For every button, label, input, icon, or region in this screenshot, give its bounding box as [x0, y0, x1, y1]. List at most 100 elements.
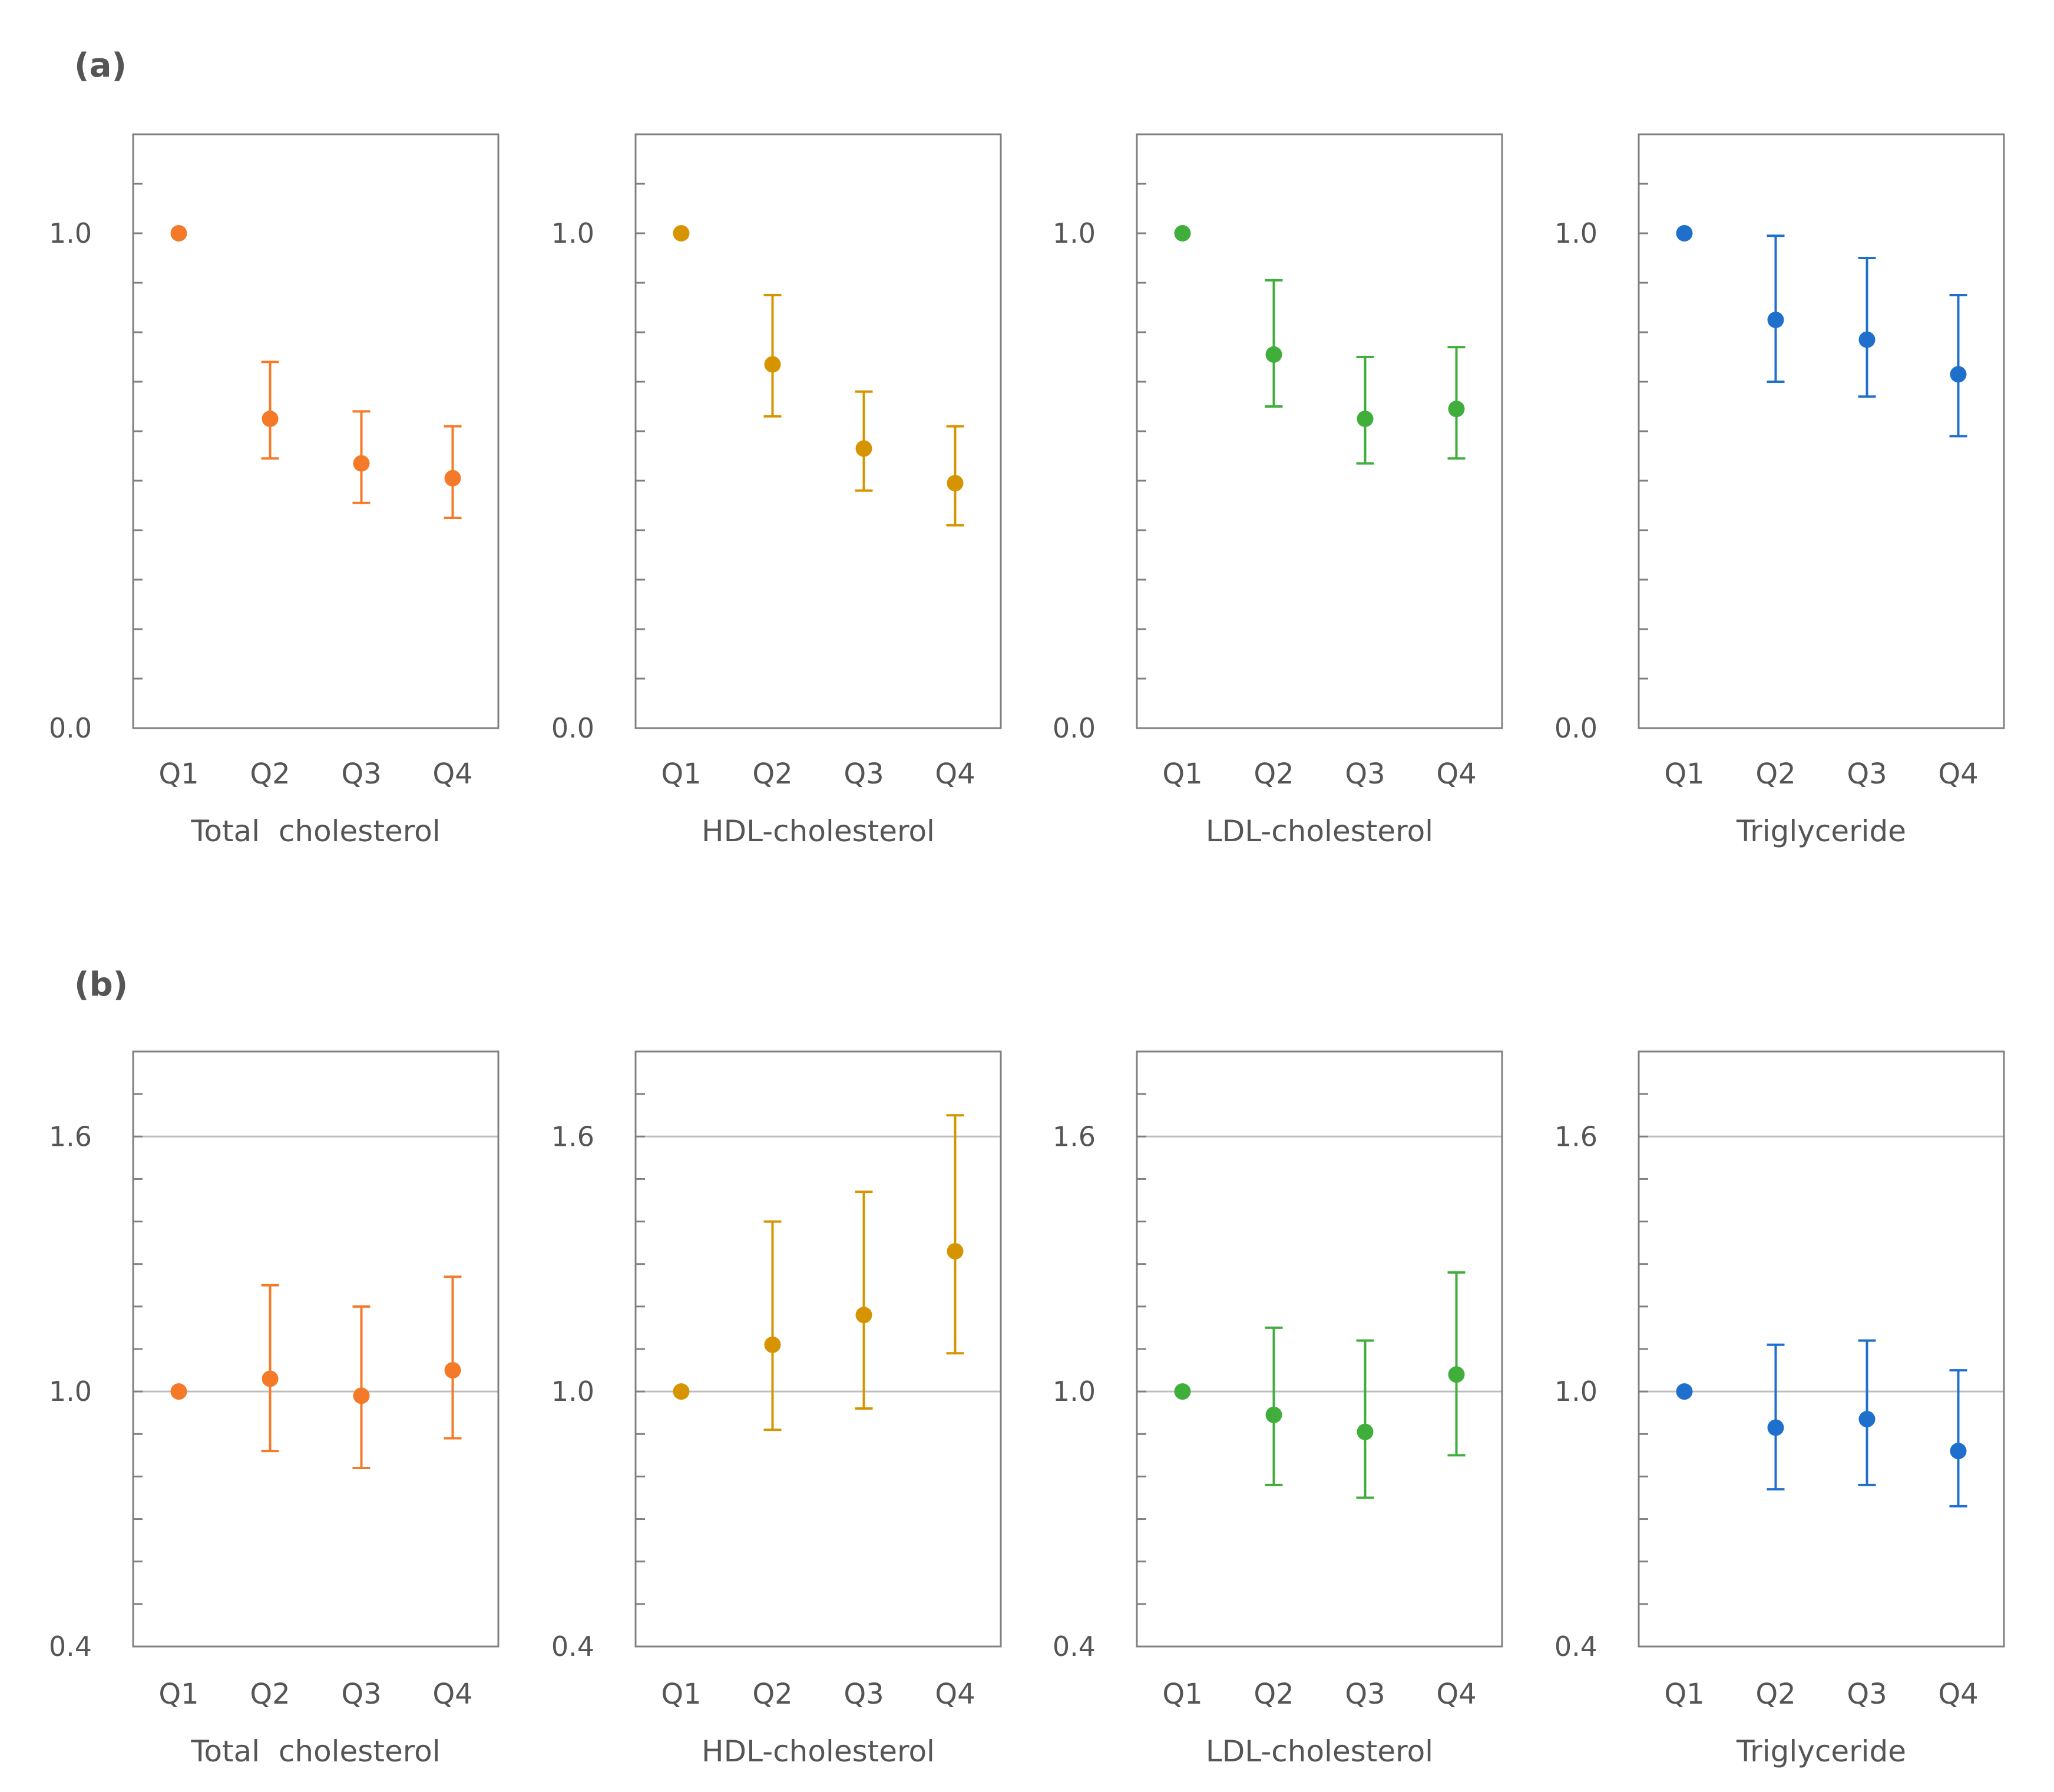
y-tick-label: 0.0 — [1053, 712, 1096, 744]
x-tick-label: Q1 — [1162, 758, 1202, 791]
y-tick-label: 1.0 — [551, 1376, 594, 1407]
y-tick-label: 0.4 — [49, 1631, 92, 1662]
x-tick-label: Q4 — [432, 1678, 472, 1711]
y-tick-label: 0.0 — [1554, 712, 1597, 744]
plot-frame — [132, 1050, 500, 1648]
x-tick-label: Q4 — [1938, 758, 1978, 791]
plot-frame — [1136, 133, 1503, 729]
data-point — [1950, 1443, 1967, 1460]
subplot-title: Triglyceride — [1736, 1734, 1906, 1768]
panel-label: (a) — [74, 47, 127, 85]
subplot-title: Triglyceride — [1736, 814, 1906, 848]
x-tick-label: Q2 — [250, 758, 290, 791]
data-point — [1676, 1383, 1693, 1400]
x-tick-label: Q3 — [1345, 758, 1385, 791]
data-point — [1448, 401, 1465, 418]
data-point — [855, 440, 872, 457]
subplot-total-cholesterol: 0.4 1.0 1.6 Q1 Q2 Q3 Q4 Total cholesterol — [49, 1050, 500, 1768]
y-tick-label: 1.0 — [1053, 1376, 1096, 1407]
x-tick-label: Q1 — [661, 758, 701, 791]
data-point — [1174, 225, 1191, 242]
x-tick-label: Q4 — [1436, 1678, 1476, 1711]
panel-a: (a) 0.0 1.0 Q1 Q2 Q3 Q4 Total cholesterol 0.0 1.0… — [49, 47, 2005, 848]
data-point — [1448, 1366, 1465, 1383]
x-tick-label: Q1 — [158, 758, 199, 791]
x-tick-label: Q2 — [1253, 758, 1294, 791]
plot-frame — [634, 1050, 1002, 1648]
plot-frame — [1638, 133, 2005, 729]
data-point — [1357, 1423, 1374, 1440]
data-point — [444, 470, 461, 487]
y-tick-label: 1.6 — [551, 1120, 594, 1152]
x-tick-label: Q1 — [661, 1678, 701, 1711]
x-tick-label: Q4 — [432, 758, 472, 791]
y-tick-label: 0.4 — [1053, 1631, 1096, 1662]
y-tick-label: 1.0 — [1554, 217, 1597, 249]
y-tick-label: 0.0 — [49, 712, 92, 744]
x-tick-label: Q4 — [935, 1678, 975, 1711]
x-tick-label: Q3 — [1847, 1678, 1887, 1711]
data-point — [1357, 411, 1374, 427]
y-tick-label: 1.0 — [49, 1376, 92, 1407]
subplot-title: LDL-cholesterol — [1206, 1734, 1433, 1768]
plot-frame — [132, 133, 500, 729]
x-tick-label: Q3 — [1847, 758, 1887, 791]
panel-b: (b) 0.4 1.0 1.6 Q1 Q2 Q3 Q4 Total cholesterol 0.4… — [49, 966, 2005, 1768]
x-tick-label: Q2 — [752, 1678, 792, 1711]
data-point — [1950, 366, 1967, 383]
x-tick-label: Q2 — [1253, 1678, 1294, 1711]
data-point — [170, 1383, 187, 1400]
data-point — [1767, 312, 1784, 328]
x-tick-label: Q4 — [935, 758, 975, 791]
x-tick-label: Q3 — [844, 1678, 884, 1711]
subplot-title: HDL-cholesterol — [702, 1734, 935, 1768]
x-tick-label: Q2 — [1755, 1678, 1795, 1711]
y-tick-label: 0.4 — [551, 1631, 594, 1662]
data-point — [1265, 346, 1282, 363]
plot-frame — [1638, 1050, 2005, 1648]
x-tick-label: Q2 — [1755, 758, 1795, 791]
data-point — [673, 1383, 690, 1400]
data-point — [1858, 1411, 1876, 1428]
data-point — [764, 356, 781, 373]
data-point — [353, 455, 370, 472]
y-tick-label: 1.6 — [1554, 1120, 1597, 1152]
y-tick-label: 1.6 — [49, 1120, 92, 1152]
subplot-title: Total cholesterol — [190, 1734, 440, 1768]
y-tick-label: 0.4 — [1554, 1631, 1597, 1662]
x-tick-label: Q3 — [1345, 1678, 1385, 1711]
data-point — [764, 1336, 781, 1353]
x-tick-label: Q1 — [158, 1678, 199, 1711]
y-tick-label: 1.0 — [551, 217, 594, 249]
plot-frame — [1136, 1050, 1503, 1648]
x-tick-label: Q4 — [1938, 1678, 1978, 1711]
y-tick-label: 1.0 — [1053, 217, 1096, 249]
y-tick-label: 0.0 — [551, 712, 594, 744]
subplot-triglyceride: 0.0 1.0 Q1 Q2 Q3 Q4 Triglyceride — [1554, 133, 2005, 848]
subplot-title: Total cholesterol — [190, 814, 440, 848]
subplot-triglyceride: 0.4 1.0 1.6 Q1 Q2 Q3 Q4 Triglyceride — [1554, 1050, 2005, 1768]
x-tick-label: Q1 — [1664, 758, 1704, 791]
data-point — [444, 1362, 461, 1379]
data-point — [1174, 1383, 1191, 1400]
data-point — [947, 1243, 964, 1260]
plot-frame — [634, 133, 1002, 729]
data-point — [947, 475, 964, 492]
data-point — [1858, 331, 1876, 348]
panel-label: (b) — [74, 966, 128, 1004]
subplot-title: HDL-cholesterol — [702, 814, 935, 848]
x-tick-label: Q3 — [341, 758, 381, 791]
y-tick-label: 1.6 — [1053, 1120, 1096, 1152]
x-tick-label: Q1 — [1664, 1678, 1704, 1711]
data-point — [170, 225, 187, 242]
data-point — [855, 1307, 872, 1324]
x-tick-label: Q3 — [844, 758, 884, 791]
y-tick-label: 1.0 — [49, 217, 92, 249]
x-tick-label: Q1 — [1162, 1678, 1202, 1711]
